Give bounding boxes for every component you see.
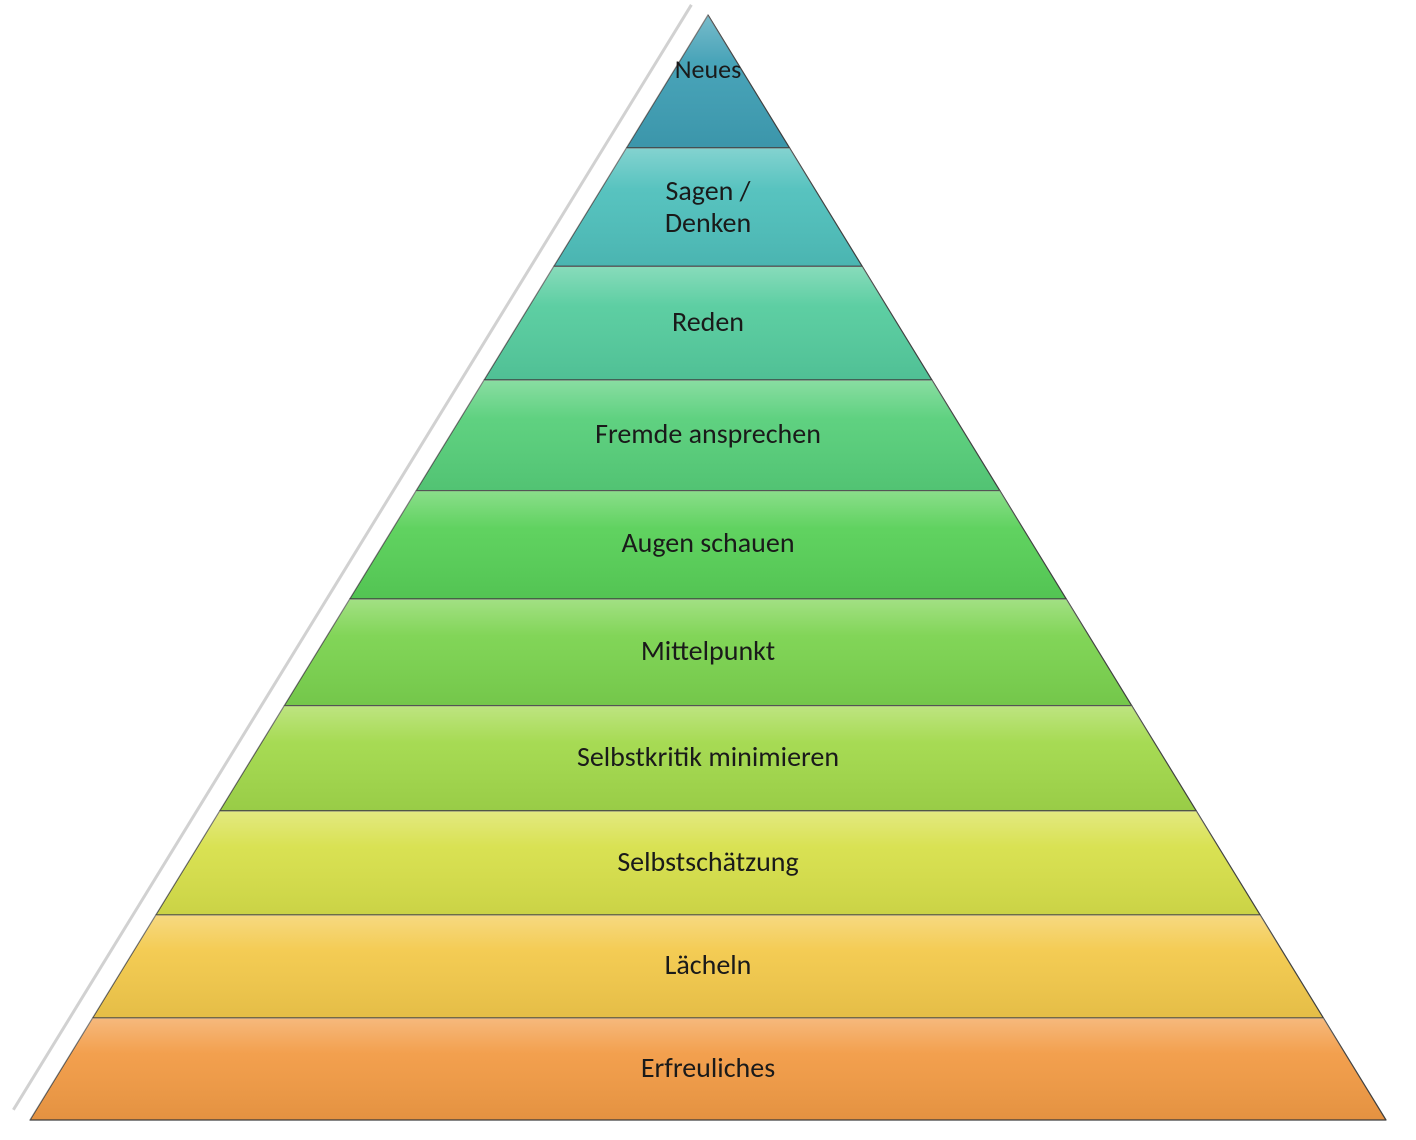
pyramid-level (536, 137, 862, 267)
pyramid-svg (0, 0, 1416, 1140)
pyramid-level (398, 369, 1000, 491)
pyramid-level (609, 4, 790, 148)
pyramid-level (266, 588, 1131, 706)
pyramid-level (12, 1007, 1386, 1120)
pyramid-level (75, 904, 1324, 1018)
pyramid-level (466, 255, 932, 380)
pyramid-level (138, 800, 1260, 915)
pyramid-level (332, 480, 1067, 599)
pyramid-diagram: NeuesSagen /DenkenRedenFremde ansprechen… (0, 0, 1416, 1140)
pyramid-level (202, 695, 1197, 811)
